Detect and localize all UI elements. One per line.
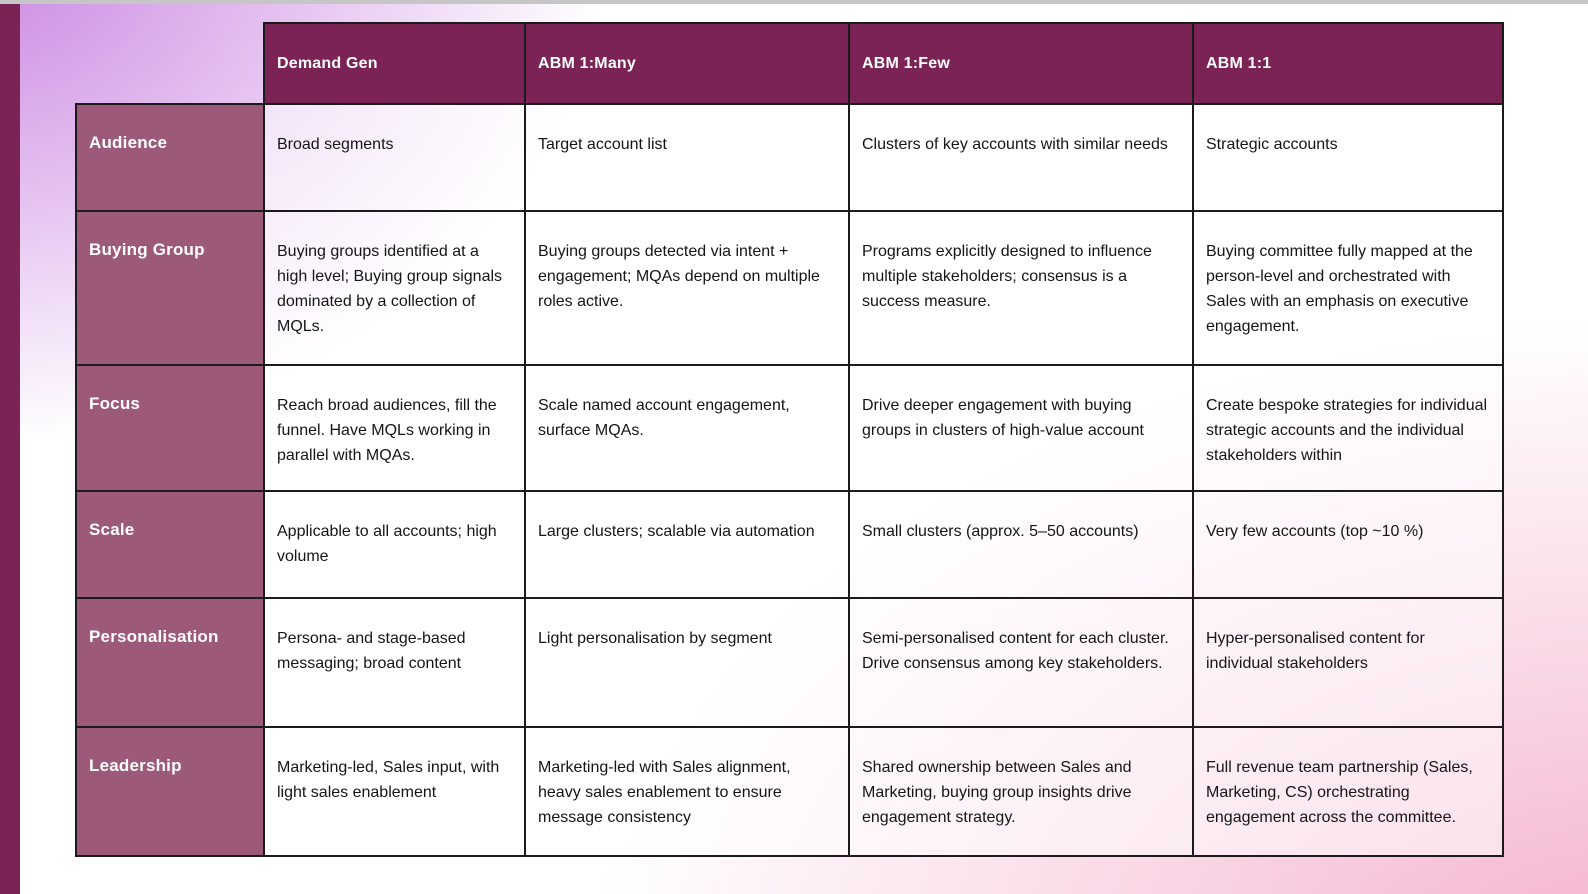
row-label-personalisation: Personalisation	[75, 597, 265, 728]
comparison-table-container: Demand Gen ABM 1:Many ABM 1:Few ABM 1:1 …	[75, 22, 1504, 857]
cell-personalisation-demand-gen: Persona- and stage-based messaging; broa…	[263, 597, 526, 728]
col-header-demand-gen: Demand Gen	[263, 22, 526, 105]
cell-personalisation-abm-1-few: Semi-personalised content for each clust…	[848, 597, 1194, 728]
cell-audience-abm-1-1: Strategic accounts	[1192, 103, 1504, 212]
window-top-edge	[0, 0, 1588, 4]
cell-focus-abm-1-few: Drive deeper engagement with buying grou…	[848, 364, 1194, 492]
col-header-abm-1-few: ABM 1:Few	[848, 22, 1194, 105]
cell-audience-abm-1-few: Clusters of key accounts with similar ne…	[848, 103, 1194, 212]
row-label-scale: Scale	[75, 490, 265, 599]
table-row-focus: Focus Reach broad audiences, fill the fu…	[75, 364, 1504, 492]
table-row-leadership: Leadership Marketing-led, Sales input, w…	[75, 726, 1504, 857]
cell-buying-group-demand-gen: Buying groups identified at a high level…	[263, 210, 526, 366]
table-row-personalisation: Personalisation Persona- and stage-based…	[75, 597, 1504, 728]
cell-leadership-abm-1-few: Shared ownership between Sales and Marke…	[848, 726, 1194, 857]
left-accent-bar	[0, 4, 20, 894]
header-row: Demand Gen ABM 1:Many ABM 1:Few ABM 1:1	[76, 22, 1504, 105]
row-label-leadership: Leadership	[75, 726, 265, 857]
cell-focus-demand-gen: Reach broad audiences, fill the funnel. …	[263, 364, 526, 492]
cell-buying-group-abm-1-many: Buying groups detected via intent + enga…	[524, 210, 850, 366]
cell-audience-abm-1-many: Target account list	[524, 103, 850, 212]
cell-personalisation-abm-1-1: Hyper-personalised content for individua…	[1192, 597, 1504, 728]
cell-audience-demand-gen: Broad segments	[263, 103, 526, 212]
cell-buying-group-abm-1-1: Buying committee fully mapped at the per…	[1192, 210, 1504, 366]
cell-buying-group-abm-1-few: Programs explicitly designed to influenc…	[848, 210, 1194, 366]
table-row-scale: Scale Applicable to all accounts; high v…	[75, 490, 1504, 599]
cell-leadership-abm-1-many: Marketing-led with Sales alignment, heav…	[524, 726, 850, 857]
col-header-abm-1-many: ABM 1:Many	[524, 22, 850, 105]
cell-scale-abm-1-1: Very few accounts (top ~10 %)	[1192, 490, 1504, 599]
abm-comparison-table: Demand Gen ABM 1:Many ABM 1:Few ABM 1:1 …	[75, 22, 1504, 857]
table-row-buying-group: Buying Group Buying groups identified at…	[75, 210, 1504, 366]
cell-focus-abm-1-1: Create bespoke strategies for individual…	[1192, 364, 1504, 492]
cell-personalisation-abm-1-many: Light personalisation by segment	[524, 597, 850, 728]
cell-scale-abm-1-many: Large clusters; scalable via automation	[524, 490, 850, 599]
col-header-abm-1-1: ABM 1:1	[1192, 22, 1504, 105]
cell-leadership-abm-1-1: Full revenue team partnership (Sales, Ma…	[1192, 726, 1504, 857]
row-label-focus: Focus	[75, 364, 265, 492]
row-label-buying-group: Buying Group	[75, 210, 265, 366]
cell-leadership-demand-gen: Marketing-led, Sales input, with light s…	[263, 726, 526, 857]
cell-scale-abm-1-few: Small clusters (approx. 5–50 accounts)	[848, 490, 1194, 599]
cell-focus-abm-1-many: Scale named account engagement, surface …	[524, 364, 850, 492]
table-row-audience: Audience Broad segments Target account l…	[75, 103, 1504, 212]
row-label-audience: Audience	[75, 103, 265, 212]
corner-empty-cell	[76, 23, 264, 104]
cell-scale-demand-gen: Applicable to all accounts; high volume	[263, 490, 526, 599]
